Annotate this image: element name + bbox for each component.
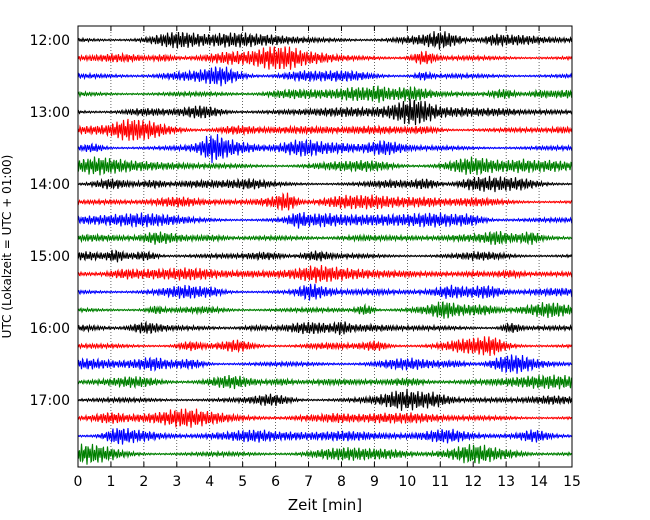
x-tick-label-10: 10 [398, 474, 416, 490]
x-tick-label-0: 0 [74, 474, 83, 490]
trace-1500 [77, 249, 573, 263]
y-tick-label-3: 15:00 [30, 249, 70, 265]
trace-1715 [77, 408, 573, 428]
trace-1400 [77, 175, 573, 193]
x-tick-label-14: 14 [530, 474, 548, 490]
y-tick-label-4: 16:00 [30, 321, 70, 337]
trace-1445 [77, 230, 573, 246]
trace-1615 [77, 336, 573, 357]
trace-1200 [77, 31, 573, 50]
plot-frame [77, 25, 573, 468]
y-tick-label-5: 17:00 [30, 393, 70, 409]
trace-1600 [77, 320, 573, 336]
x-tick-label-2: 2 [139, 474, 148, 490]
x-tick-label-4: 4 [205, 474, 214, 490]
x-tick-label-15: 15 [563, 474, 581, 490]
trace-1530 [77, 283, 573, 301]
traces [77, 31, 573, 465]
trace-1630 [77, 354, 573, 374]
x-tick-label-11: 11 [431, 474, 449, 490]
trace-1245 [77, 85, 573, 103]
x-tick-label-9: 9 [370, 474, 379, 490]
x-tick-label-7: 7 [304, 474, 313, 490]
x-tick-label-13: 13 [497, 474, 515, 490]
y-axis-label: UTC (Lokalzeit = UTC + 01:00) [0, 155, 14, 339]
x-tick-label-1: 1 [106, 474, 115, 490]
x-tick-label-5: 5 [238, 474, 247, 490]
trace-1330 [77, 134, 573, 164]
trace-1645 [77, 374, 573, 390]
trace-1300 [77, 98, 573, 126]
x-tick-label-3: 3 [172, 474, 181, 490]
trace-1345 [77, 156, 573, 176]
x-axis-ticks: 0 1 2 3 4 5 6 7 8 9 10 11 12 13 14 15 [74, 26, 581, 490]
trace-1515 [77, 264, 573, 284]
trace-1430 [77, 211, 573, 229]
trace-1700 [77, 388, 573, 411]
trace-1315 [77, 118, 573, 141]
trace-1415 [77, 192, 573, 211]
x-tick-label-12: 12 [464, 474, 482, 490]
trace-1730 [77, 427, 573, 445]
x-tick-label-6: 6 [271, 474, 280, 490]
y-tick-label-0: 12:00 [30, 33, 70, 49]
trace-1230 [77, 66, 573, 87]
y-tick-label-1: 13:00 [30, 105, 70, 121]
y-tick-label-2: 14:00 [30, 177, 70, 193]
x-tick-label-8: 8 [337, 474, 346, 490]
trace-1745 [77, 443, 573, 465]
trace-1215 [77, 46, 573, 70]
x-axis-label: Zeit [min] [288, 496, 362, 514]
y-axis-ticks: 12:00 13:00 14:00 15:00 16:00 17:00 [30, 33, 572, 409]
trace-1545 [77, 301, 573, 319]
